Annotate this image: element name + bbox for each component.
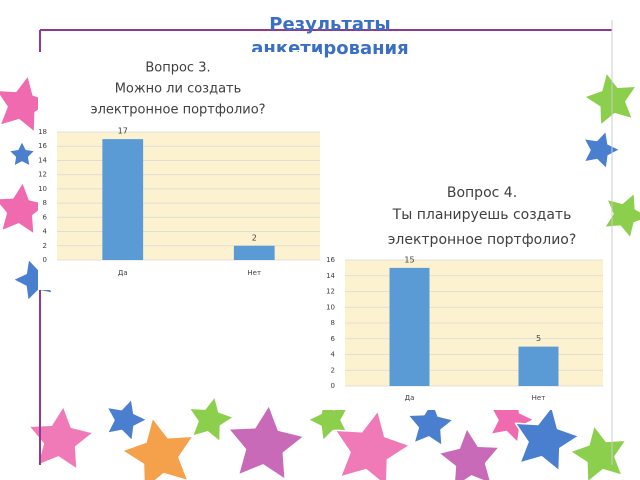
y-tick-label: 10 xyxy=(38,185,47,193)
bar xyxy=(518,346,559,386)
y-tick-label: 6 xyxy=(331,335,336,343)
bar xyxy=(233,245,275,260)
y-tick-label: 10 xyxy=(326,303,335,311)
y-tick-label: 6 xyxy=(43,213,48,221)
star xyxy=(407,400,455,447)
bar xyxy=(102,139,144,260)
star xyxy=(583,71,638,127)
star xyxy=(334,410,411,480)
star xyxy=(121,417,194,480)
y-tick-label: 2 xyxy=(43,242,47,250)
x-tick-label: Нет xyxy=(247,269,261,277)
star xyxy=(582,130,621,170)
y-tick-label: 4 xyxy=(43,228,48,236)
y-tick-label: 16 xyxy=(326,256,335,264)
star xyxy=(437,427,501,480)
chart-title: электронное портфолио? xyxy=(388,232,577,248)
y-tick-label: 14 xyxy=(38,156,47,164)
charts: Вопрос 3. Можно ли создать электронное пор… xyxy=(38,52,606,410)
star xyxy=(569,424,627,480)
y-tick-label: 14 xyxy=(326,272,335,280)
chart: Вопрос 4. Ты планируешь создать электронно… xyxy=(320,178,606,410)
data-label: 5 xyxy=(536,334,541,343)
x-tick-label: Да xyxy=(405,394,415,402)
chart: Вопрос 3. Можно ли создать электронное пор… xyxy=(38,52,320,290)
slide-title: Результаты xyxy=(269,14,390,35)
plot-area xyxy=(57,132,320,260)
star xyxy=(106,398,148,442)
chart-title: Вопрос 4. xyxy=(447,185,517,201)
x-tick-label: Нет xyxy=(532,394,546,402)
y-tick-label: 18 xyxy=(38,128,47,136)
x-tick-label: Да xyxy=(118,269,128,277)
y-tick-label: 4 xyxy=(331,351,336,359)
star xyxy=(7,140,37,168)
data-label: 15 xyxy=(404,255,414,264)
data-label: 2 xyxy=(252,233,257,242)
chart-title: Вопрос 3. xyxy=(145,61,210,76)
data-label: 17 xyxy=(118,127,128,136)
star xyxy=(28,405,94,471)
y-tick-label: 0 xyxy=(331,382,335,390)
y-tick-label: 2 xyxy=(331,366,335,374)
y-tick-label: 12 xyxy=(326,288,335,296)
chart-title: электронное портфолио? xyxy=(90,103,265,118)
y-tick-label: 8 xyxy=(43,199,47,207)
chart-title: Можно ли создать xyxy=(115,82,242,97)
star xyxy=(514,405,580,472)
y-tick-label: 0 xyxy=(43,256,47,264)
star xyxy=(227,404,305,480)
chart-title: Ты планируешь создать xyxy=(392,207,572,223)
star xyxy=(188,395,235,443)
y-tick-label: 12 xyxy=(38,171,47,179)
y-tick-label: 8 xyxy=(331,319,335,327)
y-tick-label: 16 xyxy=(38,142,47,150)
bar xyxy=(389,267,430,386)
